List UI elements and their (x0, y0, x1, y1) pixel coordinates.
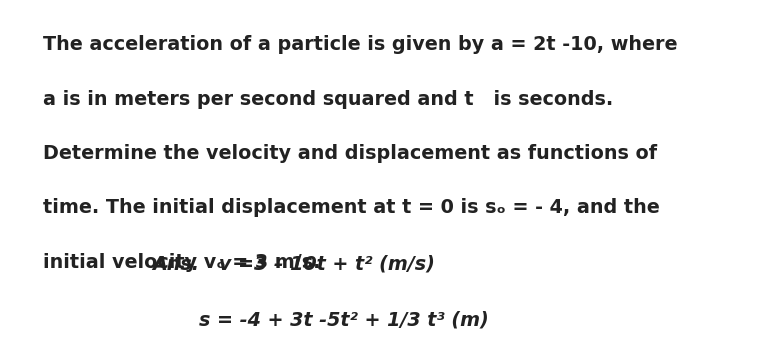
Text: s = -4 + 3t -5t² + 1/3 t³ (m): s = -4 + 3t -5t² + 1/3 t³ (m) (199, 311, 488, 330)
Text: Ans.   v =3 – 10t + t² (m/s): Ans. v =3 – 10t + t² (m/s) (152, 254, 435, 273)
Text: initial velocity vₒ = 3 m/s.: initial velocity vₒ = 3 m/s. (43, 253, 321, 272)
Text: a is in meters per second squared and t   is seconds.: a is in meters per second squared and t … (43, 90, 613, 108)
Text: The acceleration of a particle is given by a = 2t -10, where: The acceleration of a particle is given … (43, 35, 677, 54)
Text: time. The initial displacement at t = 0 is sₒ = - 4, and the: time. The initial displacement at t = 0 … (43, 198, 660, 217)
Text: Determine the velocity and displacement as functions of: Determine the velocity and displacement … (43, 144, 657, 163)
